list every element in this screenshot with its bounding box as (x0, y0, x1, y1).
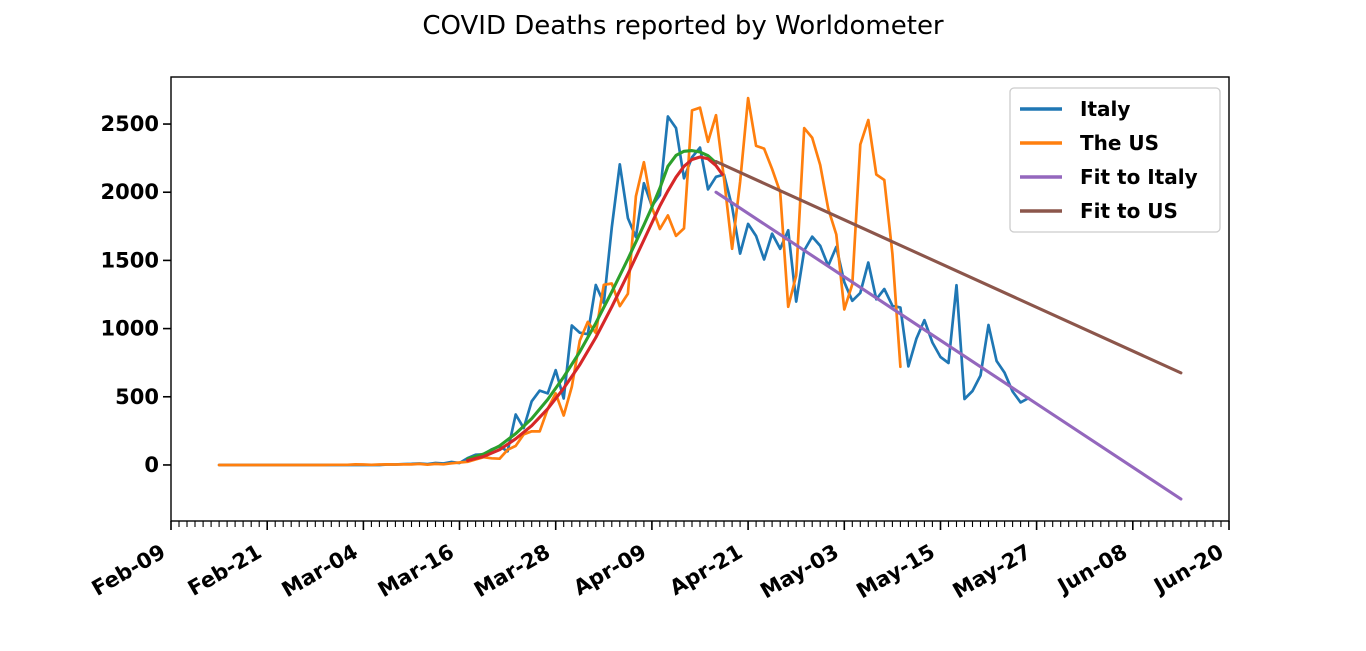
chart-title: COVID Deaths reported by Worldometer (422, 11, 944, 41)
legend-entry-fit-to-us: Fit to US (1020, 199, 1178, 223)
series-line-the-us (217, 96, 902, 467)
y-tick-label: 2000 (101, 180, 159, 204)
x-tick-label: Mar-16 (374, 540, 458, 602)
series-line-rising-fit-green-unlabeled (466, 149, 718, 461)
legend-entry-italy: Italy (1020, 97, 1130, 121)
legend-label-italy: Italy (1080, 97, 1130, 121)
x-tick-label: May-03 (756, 540, 843, 604)
x-tick-label: May-27 (949, 540, 1036, 604)
legend: Italy The US Fit to Italy Fit to US (1009, 87, 1221, 233)
x-tick-label: Feb-21 (184, 540, 266, 601)
legend-label-fit-to-us: Fit to US (1080, 199, 1178, 223)
y-tick-label: 2500 (101, 112, 159, 136)
series-line-rising-fit-red-unlabeled (466, 155, 724, 463)
legend-entry-the-us: The US (1020, 131, 1159, 155)
legend-entry-fit-to-italy: Fit to Italy (1020, 165, 1198, 189)
series-line-italy (217, 115, 1030, 467)
y-tick-label: 500 (115, 385, 159, 409)
series-line-fit-to-us (714, 159, 1183, 375)
x-tick-label: Mar-28 (470, 540, 554, 602)
x-tick-label: May-15 (852, 540, 939, 604)
x-tick-label: Jun-20 (1148, 540, 1227, 600)
legend-box (1009, 87, 1221, 233)
y-tick-label: 1000 (101, 317, 159, 341)
x-tick-label: Apr-09 (569, 540, 650, 601)
y-axis-labels: 0 500 1000 1500 2000 2500 (101, 112, 159, 477)
x-tick-label: Feb-09 (88, 540, 170, 601)
legend-label-fit-to-italy: Fit to Italy (1080, 165, 1198, 189)
x-axis-labels: Feb-09 Feb-21 Mar-04 Mar-16 Mar-28 Apr-09 Apr-… (88, 540, 1228, 604)
y-axis-ticks (163, 123, 171, 466)
series-line-fit-to-italy (714, 190, 1183, 501)
y-tick-label: 1500 (101, 248, 159, 272)
x-tick-label: Mar-04 (278, 540, 362, 602)
x-tick-label: Jun-08 (1052, 540, 1131, 600)
legend-label-the-us: The US (1080, 131, 1159, 155)
x-axis-ticks (170, 521, 1230, 530)
x-tick-label: Apr-21 (666, 540, 747, 601)
series-lines (217, 96, 1183, 501)
y-tick-label: 0 (144, 453, 159, 477)
